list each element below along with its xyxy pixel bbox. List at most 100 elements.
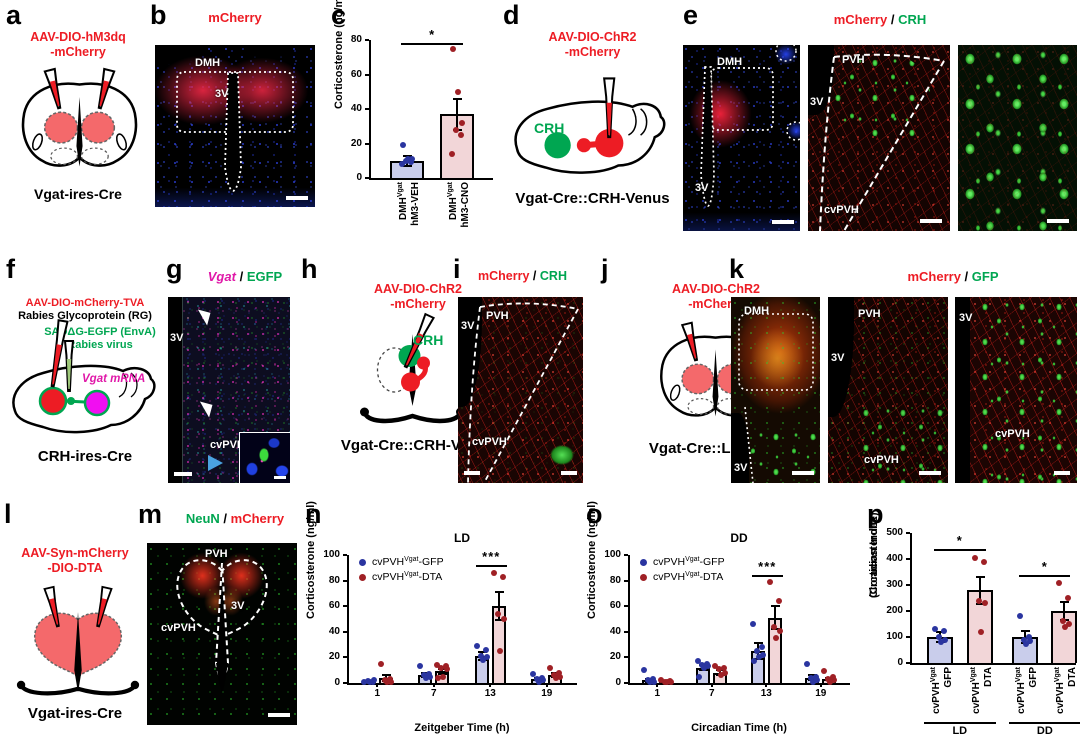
error-cap [976, 602, 986, 605]
data-point [455, 88, 462, 95]
data-point [722, 669, 729, 676]
data-point [1017, 613, 1024, 620]
data-point [718, 672, 725, 679]
data-point [405, 156, 411, 163]
panel-letter-i: i [453, 254, 461, 284]
data-point [440, 673, 447, 680]
panel-h-mouse-line: Vgat-Cre::CRH-Venus [340, 437, 496, 454]
x-tick [545, 683, 548, 687]
y-tick [906, 662, 910, 664]
syringe-green-icon [63, 340, 75, 392]
x-category-label: DMHVgat hM3-VEH [397, 182, 421, 226]
significance-label: * [429, 27, 436, 43]
data-point [473, 642, 480, 649]
data-point [360, 678, 367, 685]
coronal-diagram-l [16, 585, 140, 696]
panel-f-virus-green2: Rabies virus [67, 339, 133, 351]
panel-letter-j: j [601, 254, 609, 284]
x-tick [765, 683, 768, 687]
y-tick-label: 60 [328, 600, 340, 612]
data-point [650, 678, 657, 685]
y-tick-label: 0 [897, 657, 903, 668]
y-tick [343, 630, 347, 633]
third-ventricle-label: 3V [734, 462, 748, 474]
data-point [387, 678, 394, 685]
data-point [377, 660, 384, 667]
cvpvh-label: cvPVH [161, 622, 196, 634]
blue-arrowhead-icon [208, 455, 223, 471]
inset-image [239, 432, 290, 483]
legend-swatch [359, 574, 366, 581]
syringe-icon [96, 585, 113, 628]
data-point [808, 674, 815, 681]
data-point [978, 629, 985, 636]
data-point [1056, 580, 1063, 587]
x-axis [628, 683, 850, 685]
y-tick-label: 40 [328, 625, 340, 637]
x-tick [819, 683, 822, 687]
data-point [435, 674, 442, 681]
data-point [540, 677, 547, 684]
pvh-label: PVH [205, 548, 228, 560]
cvpvh-label: cvPVH [824, 204, 859, 216]
y-tick-label: 300 [886, 579, 903, 590]
data-point [940, 627, 947, 634]
error-cap [453, 97, 463, 100]
region-outlines [738, 313, 814, 483]
y-tick [343, 579, 347, 582]
y-tick-label: 400 [886, 553, 903, 564]
scale-bar [772, 220, 794, 224]
error-cap [976, 575, 986, 578]
ventricle-dark [955, 297, 970, 483]
third-ventricle-label: 3V [810, 96, 824, 108]
significance-line [933, 548, 987, 551]
panel-letter-a: a [6, 0, 22, 30]
panel-o-chart: 0 20 40 60 80 100 Corticosterone (ng/ml) DD Circ… [586, 501, 858, 739]
data-point [1060, 618, 1067, 625]
y-tick [365, 39, 369, 41]
data-point [721, 664, 728, 671]
data-point [477, 653, 484, 660]
crh-node-label: CRH [413, 332, 444, 348]
panel-k-micrograph-2: PVH 3V cvPVH [828, 297, 948, 483]
y-tick-label: 60 [609, 600, 621, 612]
panel-m-title: NeuN / mCherry [185, 511, 285, 526]
y-tick [624, 554, 628, 556]
y-tick [343, 682, 347, 684]
region-outlines [819, 53, 945, 231]
data-point [547, 664, 554, 671]
panel-letter-b: b [150, 0, 167, 30]
data-point [755, 654, 762, 661]
coronal-brain-diagram-a [21, 67, 138, 167]
cvpvh-label: cvPVH [472, 436, 507, 448]
x-tick-label: 13 [484, 688, 496, 699]
panel-n-chart: 0 20 40 60 80 100 Corticosterone (ng/ml) LD Zeit… [305, 501, 585, 739]
third-ventricle-label: 3V [461, 320, 475, 332]
error-cap [753, 642, 763, 645]
data-point [490, 569, 497, 576]
panel-g-title: Vgat / EGFP [207, 269, 283, 284]
data-point [427, 673, 434, 680]
y-tick [624, 630, 628, 633]
data-point [663, 678, 670, 685]
data-point [749, 621, 756, 628]
panel-i-title: mCherry / CRH [478, 269, 567, 283]
y-tick [906, 558, 910, 560]
data-point [716, 665, 723, 672]
x-axis [910, 663, 1076, 665]
panel-letter-d: d [503, 0, 520, 30]
y-tick [365, 142, 369, 145]
panel-a-mouse-line: Vgat-ires-Cre [34, 186, 122, 202]
data-point [1065, 595, 1072, 601]
bar [440, 114, 475, 178]
syringe-red-icon [50, 319, 69, 388]
x-tick-label: 1 [654, 688, 661, 699]
data-point [775, 598, 782, 605]
data-point [409, 156, 415, 163]
x-axis [369, 178, 493, 180]
data-point [935, 634, 942, 640]
legend-swatch [640, 559, 647, 566]
data-point [931, 626, 938, 633]
x-tick [489, 683, 492, 687]
data-point [399, 161, 405, 168]
